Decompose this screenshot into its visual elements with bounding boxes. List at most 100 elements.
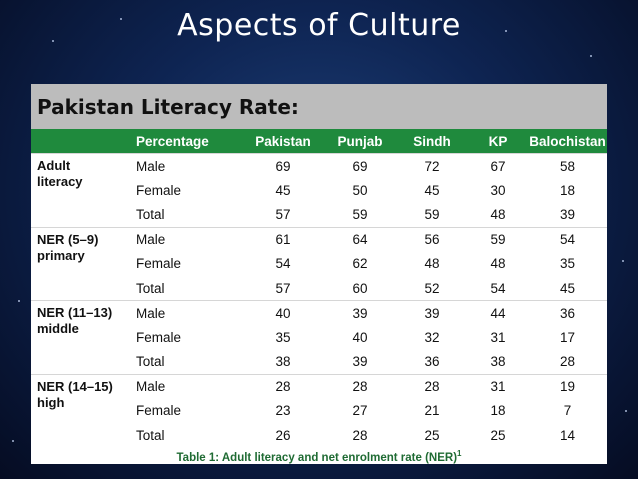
group-label-line: high (37, 394, 65, 410)
table-cell: 57 (275, 206, 291, 222)
table-cell: 31 (468, 373, 528, 399)
group-label-line: literacy (37, 174, 83, 189)
row-label: Total (136, 427, 165, 443)
table-cell: 36 (424, 354, 440, 370)
table-row: Total 38 39 36 38 28 (31, 350, 607, 375)
table-cell: 21 (424, 403, 440, 419)
table-cell: 39 (324, 300, 396, 326)
group-label-line: primary (37, 247, 85, 263)
table-cell: 72 (396, 153, 468, 179)
table-cell: 32 (424, 329, 440, 345)
table-cell: 28 (396, 373, 468, 399)
row-label: Female (136, 403, 182, 419)
table-cell: 30 (490, 182, 506, 198)
table-cell: 50 (352, 182, 368, 198)
group-label-line: NER (5–9) (37, 231, 99, 247)
table-cell: 62 (352, 256, 368, 272)
row-label: Total (136, 206, 165, 222)
table-cell: 36 (528, 300, 607, 326)
table-cell: 28 (324, 373, 396, 399)
table-cell: 27 (352, 403, 368, 419)
table-row: Total 57 60 52 54 45 (31, 276, 607, 301)
row-label: Total (136, 280, 165, 296)
table-cell: 26 (275, 427, 291, 443)
table-row: Total 26 28 25 25 14 (31, 423, 607, 447)
table-row: Adult literacy Male 69 69 72 67 58 (31, 153, 607, 228)
table-cell: 56 (396, 226, 468, 252)
column-header-kp: KP (468, 129, 528, 154)
table-cell: 59 (352, 206, 368, 222)
column-header-sindh: Sindh (396, 129, 468, 154)
table-cell: 7 (563, 403, 572, 419)
table-row: NER (14–15) high Male 28 28 28 31 19 (31, 373, 607, 448)
table-cell: 25 (424, 427, 440, 443)
column-header-punjab: Punjab (324, 129, 396, 154)
table-row: Female 45 50 45 30 18 (31, 178, 607, 202)
table-cell: 44 (468, 300, 528, 326)
table-cell: 52 (424, 280, 440, 296)
table-cell: 31 (490, 329, 506, 345)
table-cell: 35 (559, 256, 576, 272)
table-cell: 45 (424, 182, 440, 198)
table-cell: 69 (324, 153, 396, 179)
table-cell: 45 (275, 182, 291, 198)
table-cell: 59 (424, 206, 440, 222)
row-label: Total (136, 354, 165, 370)
row-label: Female (136, 256, 182, 272)
row-label: Male (132, 373, 242, 399)
table-cell: 64 (324, 226, 396, 252)
table-cell: 17 (559, 329, 576, 345)
table-cell: 28 (242, 373, 324, 399)
table-cell: 39 (559, 206, 576, 222)
table-cell: 39 (352, 354, 368, 370)
table-cell: 54 (528, 226, 607, 252)
panel-title: Pakistan Literacy Rate: (37, 94, 299, 119)
table-cell: 38 (275, 354, 291, 370)
table-caption-text: Table 1: Adult literacy and net enrolmen… (176, 452, 458, 464)
table-cell: 23 (275, 403, 291, 419)
row-label: Female (136, 329, 182, 345)
table-cell: 14 (559, 427, 576, 443)
table-cell: 18 (559, 182, 576, 198)
column-header-pakistan: Pakistan (242, 129, 324, 154)
table-header-row: Percentage Pakistan Punjab Sindh KP Balo… (31, 129, 607, 154)
table-cell: 57 (275, 280, 291, 296)
table-cell: 58 (528, 153, 607, 179)
table-cell: 18 (490, 403, 506, 419)
slide-title: Aspects of Culture (177, 8, 461, 43)
group-label: NER (5–9) primary (31, 226, 132, 301)
table-cell: 40 (242, 300, 324, 326)
table-cell: 48 (424, 256, 440, 272)
table-row: Female 54 62 48 48 35 (31, 252, 607, 276)
table-cell: 28 (352, 427, 368, 443)
group-label-line: Adult (37, 158, 71, 173)
table-cell: 40 (352, 329, 368, 345)
table-row: Female 23 27 21 18 7 (31, 399, 607, 423)
table-cell: 45 (559, 280, 576, 296)
table-row: NER (11–13) middle Male 40 39 39 44 36 (31, 300, 607, 375)
group-label: NER (11–13) middle (31, 300, 132, 375)
table-cell: 48 (490, 256, 506, 272)
group-label-line: NER (14–15) (37, 378, 113, 394)
table-cell: 54 (490, 280, 506, 296)
row-label: Male (132, 300, 242, 326)
row-label: Male (132, 153, 242, 179)
row-label: Male (132, 226, 242, 252)
table-cell: 28 (559, 354, 576, 370)
table-cell: 19 (528, 373, 607, 399)
literacy-table: Percentage Pakistan Punjab Sindh KP Balo… (31, 129, 607, 448)
table-cell: 39 (396, 300, 468, 326)
column-header-group (31, 129, 132, 154)
table-cell: 54 (275, 256, 291, 272)
table-row: Female 35 40 32 31 17 (31, 325, 607, 349)
panel-header: Pakistan Literacy Rate: (31, 84, 607, 129)
table-caption: Table 1: Adult literacy and net enrolmen… (31, 449, 607, 464)
column-header-percentage: Percentage (132, 129, 242, 154)
table-row: Total 57 59 59 48 39 (31, 202, 607, 227)
table-row: NER (5–9) primary Male 61 64 56 59 54 (31, 226, 607, 301)
footnote-marker: 1 (457, 449, 462, 459)
group-label-line: NER (11–13) (37, 305, 113, 321)
table-cell: 38 (490, 354, 506, 370)
table-cell: 48 (490, 206, 506, 222)
group-label-line: middle (37, 321, 79, 337)
